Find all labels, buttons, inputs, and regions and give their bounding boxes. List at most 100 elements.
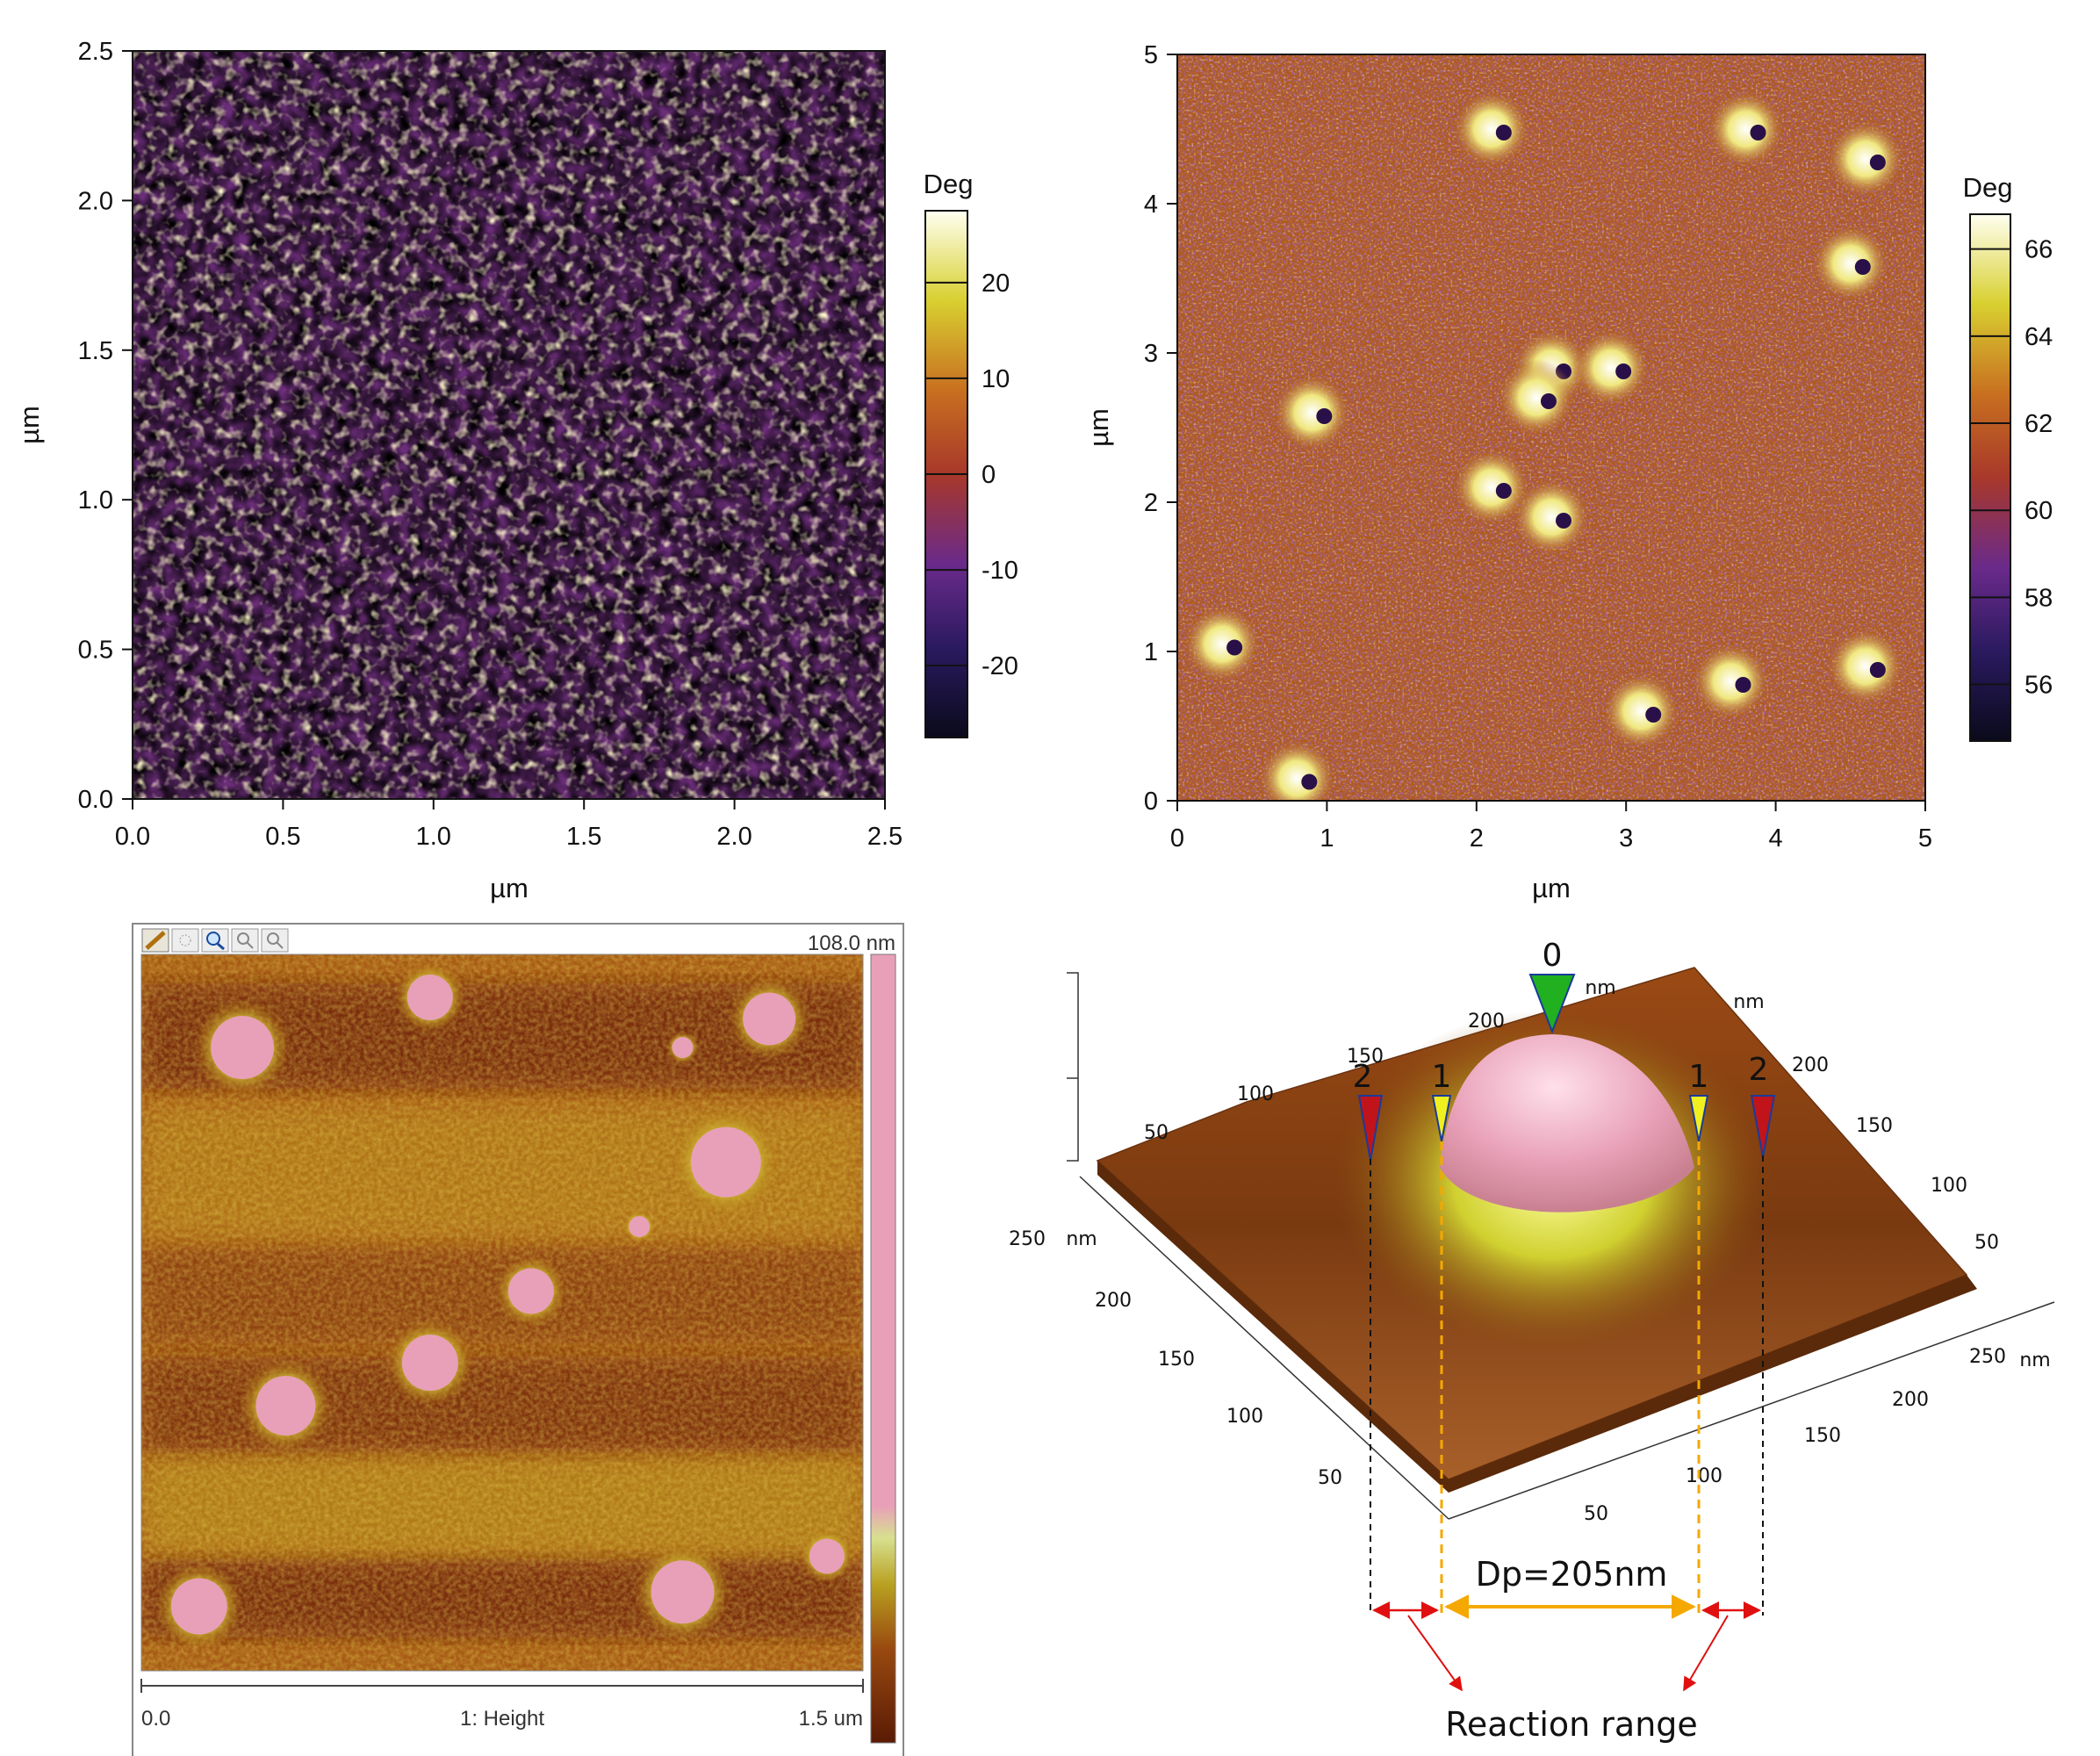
- left-axis-tick: 200: [1095, 1290, 1132, 1312]
- left-axis-tick: 150: [1158, 1349, 1195, 1371]
- back-right-tick: 50: [1974, 1232, 1999, 1254]
- panel-d: 25020015010050nm25020015010050nm20015010…: [1009, 938, 2055, 1744]
- phase-particle: [1692, 643, 1770, 720]
- phase-particle: [1602, 673, 1680, 750]
- phase-particle-core: [1556, 513, 1571, 529]
- phase-particle-core: [1869, 155, 1886, 170]
- channel-label: 1: Height: [460, 1707, 544, 1731]
- height-colorbar: [870, 954, 896, 1744]
- marker-inner-right: [1688, 1095, 1709, 1142]
- phase-particle: [1258, 739, 1336, 801]
- panel-a-image: [133, 51, 885, 799]
- panel-b-image: [1177, 54, 1925, 801]
- back-left-tick: 100: [1237, 1083, 1274, 1105]
- particle: [170, 1578, 227, 1635]
- zoom-in-icon: [237, 932, 249, 945]
- right-axis-tick: 50: [1584, 1503, 1608, 1525]
- x-tick-label: 0.0: [115, 823, 150, 851]
- panel-b: 0 1 2 3 4 5 0 1 2 3 4 5 µm µm Deg 66 64 62 60 58 56: [1083, 41, 2053, 903]
- particle: [211, 1016, 275, 1080]
- phase-particle: [1513, 479, 1590, 556]
- reaction-range-label: Reaction range: [1445, 1705, 1698, 1744]
- panel-a-axes: 0.0 0.5 1.0 1.5 2.0 2.5 0.0 0.5 1.0 1.5 2.0 2.5: [78, 38, 903, 851]
- marker-outer-right-label: 2: [1749, 1052, 1769, 1088]
- y-tick-label: 3: [1144, 340, 1158, 368]
- x-tick-label: 1.0: [416, 823, 451, 851]
- zoom-out-button[interactable]: [261, 928, 289, 953]
- phase-particle: [1826, 120, 1904, 198]
- reaction-pointer-left: [1407, 1615, 1463, 1692]
- panel-b-axes: 0 1 2 3 4 5 0 1 2 3 4 5: [1144, 41, 1932, 853]
- back-right-tick: 200: [1792, 1054, 1829, 1076]
- back-right-unit: nm: [1733, 991, 1764, 1013]
- panel-b-ylabel: µm: [1083, 408, 1114, 447]
- phase-particle-core: [1495, 483, 1512, 499]
- phase-particle-core: [1226, 639, 1243, 656]
- phase-particle: [1826, 628, 1904, 705]
- panel-b-xlabel: µm: [1532, 873, 1571, 903]
- zoom-in-button[interactable]: [231, 928, 259, 953]
- particle: [651, 1560, 715, 1624]
- marker-center-label: 0: [1543, 938, 1563, 974]
- phase-particle-core: [1735, 677, 1751, 693]
- panel-c-frame: [140, 954, 864, 1672]
- phase-particle-core: [1316, 408, 1333, 424]
- x-tick-label: 2.5: [867, 823, 903, 851]
- phase-particle: [1811, 225, 1889, 302]
- panel-a-frame: [132, 50, 886, 800]
- phase-particle-core: [1495, 125, 1512, 140]
- phase-particle: [1572, 329, 1651, 407]
- phase-particle: [1183, 605, 1262, 683]
- left-axis-tick: 250: [1009, 1228, 1046, 1250]
- colorbar-tick-label: 20: [982, 270, 1010, 298]
- left-axis: [1079, 1176, 1449, 1520]
- right-axis: [1448, 1301, 2055, 1520]
- reaction-pointer-right: [1683, 1615, 1729, 1692]
- right-axis-tick: 100: [1686, 1465, 1722, 1487]
- phase-particle: [1452, 90, 1530, 168]
- panel-a-ylabel: µm: [14, 406, 45, 444]
- y-tick-label: 1.0: [78, 486, 113, 515]
- panel-b-particles: [1183, 90, 1904, 801]
- x-tick-label: 1: [1320, 824, 1334, 853]
- colorbar-tick-label: 60: [2024, 497, 2053, 525]
- panel-a-colorbar-title: Deg: [924, 169, 974, 199]
- x-tick-label: 3: [1619, 824, 1633, 853]
- panel-b-frame: [1176, 54, 1926, 802]
- particle: [401, 1335, 458, 1392]
- left-axis-tick: 100: [1226, 1406, 1263, 1428]
- scale-right-label: 1.5 um: [799, 1707, 863, 1731]
- particle: [406, 974, 453, 1020]
- y-tick-label: 2.5: [78, 38, 113, 66]
- colorbar-tick-label: 66: [2024, 236, 2053, 264]
- y-tick-label: 0: [1144, 788, 1158, 816]
- particle: [690, 1126, 761, 1198]
- colorbar-tick-label: 58: [2024, 584, 2053, 612]
- panel-c-image: [141, 954, 863, 1671]
- x-tick-label: 0: [1170, 824, 1184, 853]
- marker-outer-right: [1750, 1095, 1776, 1158]
- back-right-tick: 150: [1856, 1115, 1893, 1137]
- particle: [255, 1376, 316, 1436]
- phase-particle: [1452, 449, 1530, 526]
- surface-edge: [1097, 1161, 1977, 1493]
- y-tick-label: 2: [1144, 489, 1158, 517]
- x-tick-label: 2: [1470, 824, 1484, 853]
- particle: [629, 1216, 651, 1238]
- y-tick-label: 1: [1144, 638, 1158, 666]
- right-axis-tick: 150: [1804, 1425, 1841, 1447]
- y-tick-label: 4: [1144, 191, 1158, 219]
- marker-outer-left: [1357, 1095, 1384, 1162]
- colorbar-tick-label: 56: [2024, 672, 2053, 700]
- select-tool-button[interactable]: [171, 928, 199, 953]
- marker-inner-right-label: 1: [1689, 1059, 1709, 1095]
- phase-particle: [1273, 374, 1351, 451]
- scale-left-label: 0.0: [141, 1707, 170, 1731]
- back-left-unit: nm: [1585, 977, 1615, 999]
- colorbar-tick-label: 10: [982, 365, 1010, 393]
- phase-particle: [1707, 90, 1785, 168]
- panel-a: 0.0 0.5 1.0 1.5 2.0 2.50.00.51.01.52.02.5 µm …: [14, 38, 1018, 903]
- magnifier-icon: [206, 932, 220, 946]
- panel-c-toolbar: [141, 928, 289, 953]
